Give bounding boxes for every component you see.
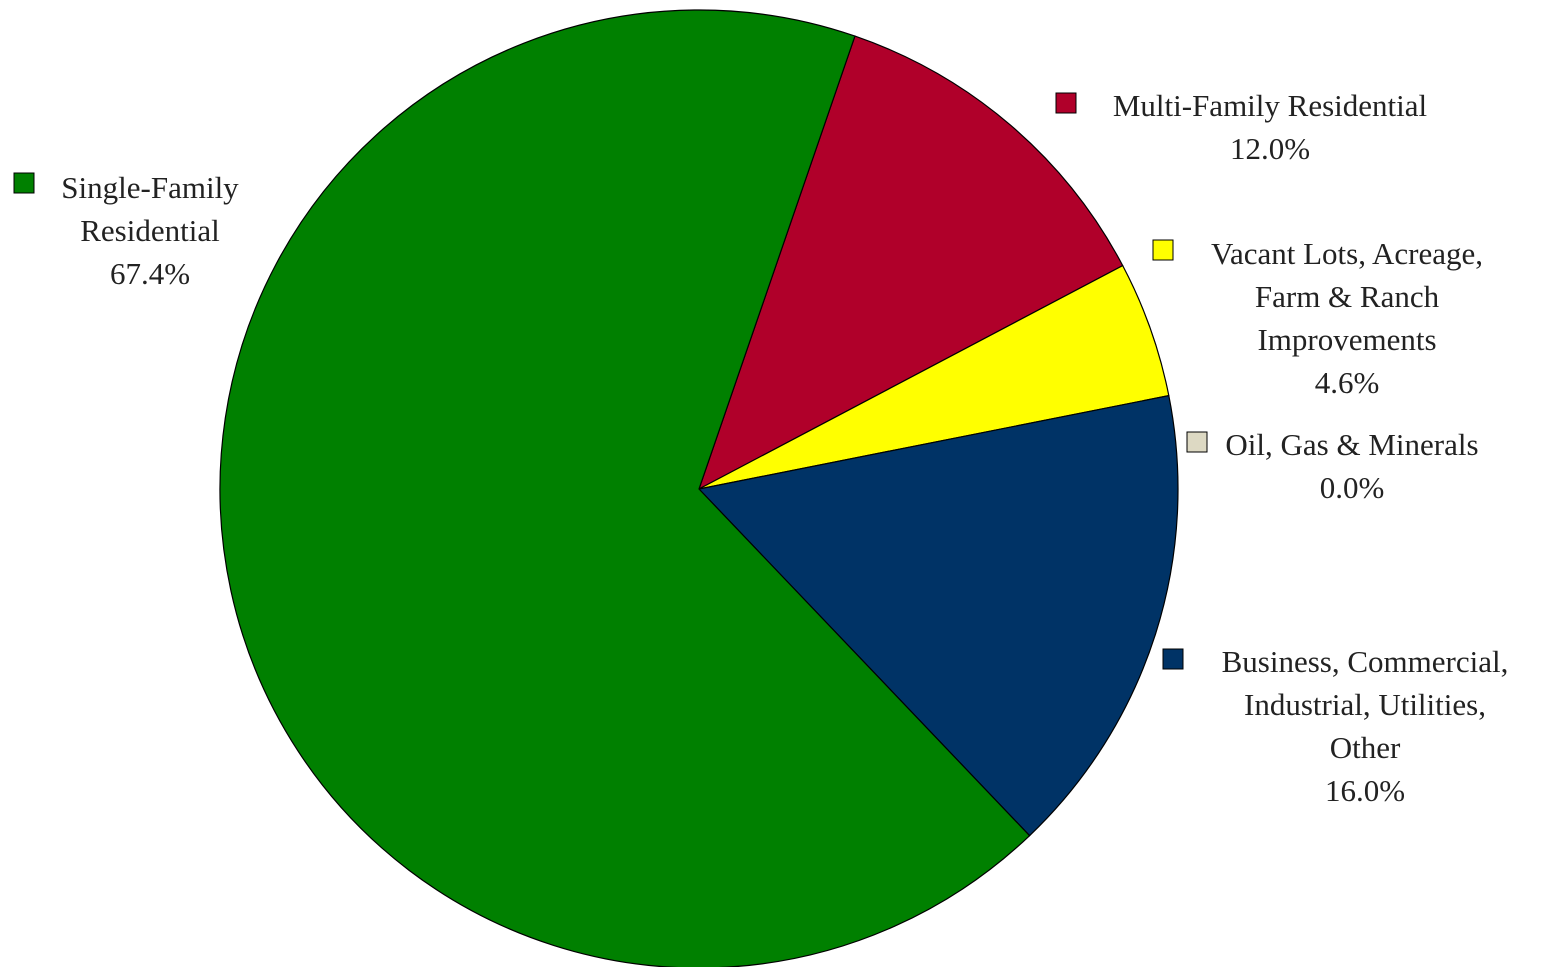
slice-label-vacant-lots-acreage: Farm & Ranch xyxy=(1255,279,1440,314)
slice-label-vacant-lots-acreage: Improvements xyxy=(1257,322,1436,357)
legend-swatch-business-commercial xyxy=(1162,648,1184,670)
slice-label-single-family: Single-Family xyxy=(61,170,239,205)
legend-swatch-oil-gas-minerals xyxy=(1186,431,1208,453)
data-label-multi-family-residential: 12.0% xyxy=(1230,131,1310,166)
pie-slice-multi-family-residential xyxy=(697,35,1124,491)
slice-label-vacant-lots-acreage: Vacant Lots, Acreage, xyxy=(1211,236,1483,271)
pie-slices xyxy=(219,9,1179,967)
legend-swatch-multi-family-residential xyxy=(1055,92,1077,114)
slice-label-business-commercial: Other xyxy=(1330,730,1401,765)
slice-label-single-family: Residential xyxy=(80,213,219,248)
data-label-single-family: 67.4% xyxy=(110,256,190,291)
slice-label-oil-gas-minerals: Oil, Gas & Minerals xyxy=(1225,427,1478,462)
data-label-business-commercial: 16.0% xyxy=(1325,773,1405,808)
data-label-vacant-lots-acreage: 4.6% xyxy=(1315,365,1380,400)
pie-slice-business-commercial xyxy=(697,394,1179,837)
slice-labels: Multi-Family Residential 12.0% Vacant Lots… xyxy=(13,88,1509,808)
legend-swatch-vacant-lots-acreage xyxy=(1152,239,1174,261)
pie-slice-single-family xyxy=(219,9,1031,967)
data-label-oil-gas-minerals: 0.0% xyxy=(1320,470,1385,505)
slice-label-business-commercial: Business, Commercial, xyxy=(1222,644,1509,679)
slice-label-multi-family-residential: Multi-Family Residential xyxy=(1113,88,1427,123)
slice-label-business-commercial: Industrial, Utilities, xyxy=(1244,687,1486,722)
legend-swatch-single-family xyxy=(13,172,35,194)
